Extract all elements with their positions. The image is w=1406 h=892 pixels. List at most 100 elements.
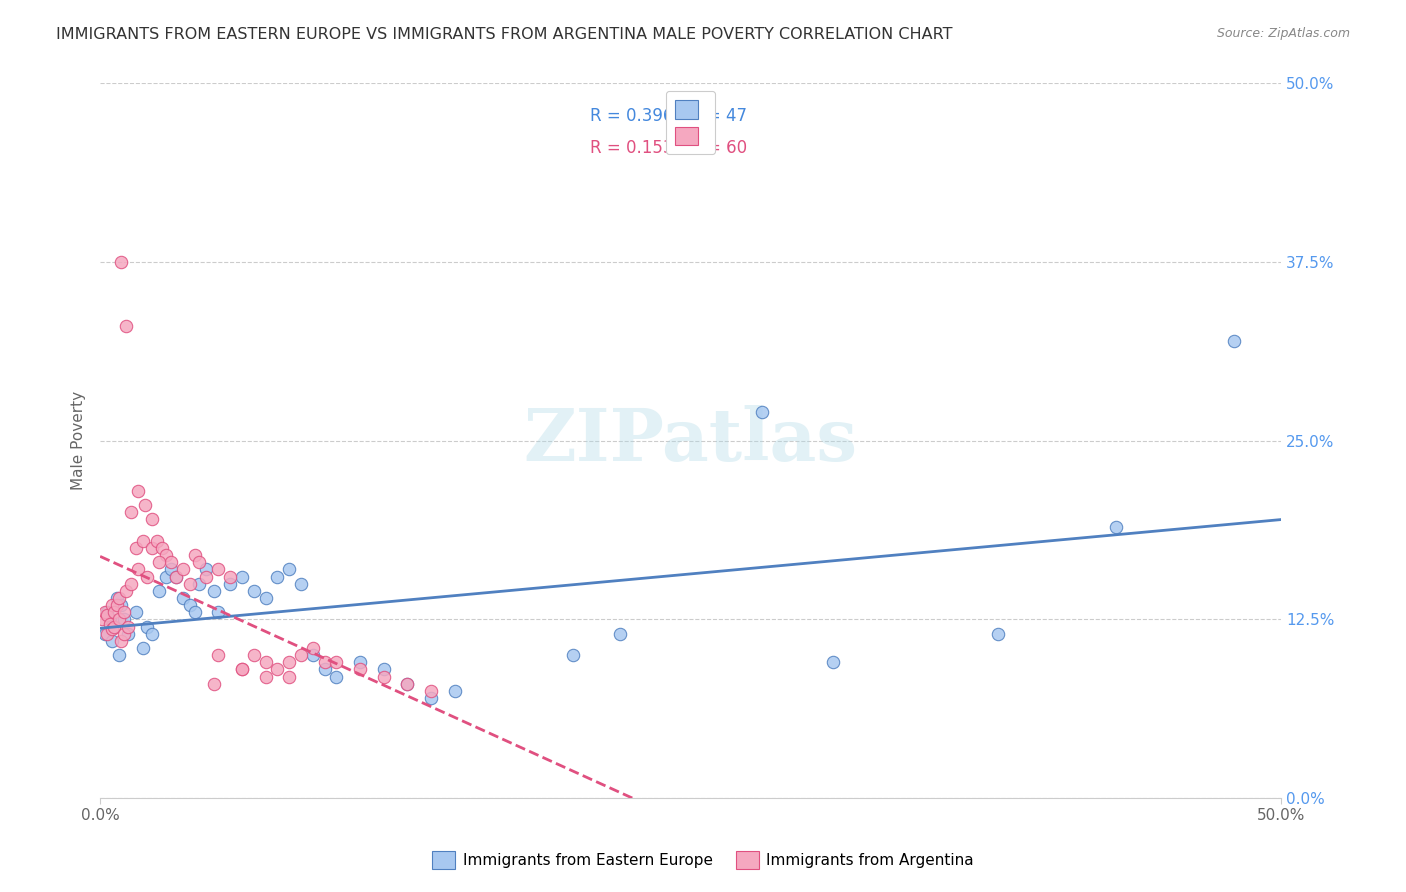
Point <box>131 533 153 548</box>
Point <box>349 662 371 676</box>
Text: IMMIGRANTS FROM EASTERN EUROPE VS IMMIGRANTS FROM ARGENTINA MALE POVERTY CORRELA: IMMIGRANTS FROM EASTERN EUROPE VS IMMIGR… <box>56 27 953 42</box>
Point <box>301 640 323 655</box>
Point <box>561 648 583 662</box>
Point <box>155 569 177 583</box>
Point <box>751 405 773 419</box>
Point <box>290 576 312 591</box>
Point <box>195 562 218 576</box>
Point <box>172 591 194 605</box>
Point <box>94 626 117 640</box>
Point <box>266 662 288 676</box>
Legend: Immigrants from Eastern Europe, Immigrants from Argentina: Immigrants from Eastern Europe, Immigran… <box>426 845 980 875</box>
Point <box>231 662 253 676</box>
Point <box>112 626 135 640</box>
Point <box>325 669 347 683</box>
Point <box>117 619 139 633</box>
Point <box>108 648 131 662</box>
Point <box>242 583 264 598</box>
Point <box>124 605 146 619</box>
Point <box>278 669 301 683</box>
Point <box>127 562 149 576</box>
Point <box>183 605 205 619</box>
Point <box>110 255 132 269</box>
Point <box>101 633 124 648</box>
Point <box>373 669 395 683</box>
Point <box>98 612 121 626</box>
Point <box>373 662 395 676</box>
Point <box>98 616 121 631</box>
Point <box>821 655 844 669</box>
Point <box>165 569 187 583</box>
Point <box>202 583 225 598</box>
Point <box>160 555 183 569</box>
Point <box>314 662 336 676</box>
Point <box>195 569 218 583</box>
Point <box>278 655 301 669</box>
Point <box>207 605 229 619</box>
Point <box>1223 334 1246 348</box>
Point <box>112 612 135 626</box>
Point <box>396 677 419 691</box>
Point <box>188 576 211 591</box>
Point <box>108 591 131 605</box>
Point <box>301 648 323 662</box>
Point <box>105 598 128 612</box>
Point <box>179 598 201 612</box>
Point <box>419 684 441 698</box>
Point <box>134 498 156 512</box>
Point <box>103 619 125 633</box>
Point <box>231 662 253 676</box>
Point <box>141 541 163 555</box>
Point <box>207 562 229 576</box>
Point <box>110 633 132 648</box>
Point <box>609 626 631 640</box>
Point <box>141 512 163 526</box>
Point <box>1105 519 1128 533</box>
Point <box>141 626 163 640</box>
Point <box>325 655 347 669</box>
Point <box>179 576 201 591</box>
Text: R = 0.153   N = 60: R = 0.153 N = 60 <box>591 139 748 157</box>
Point <box>115 319 138 334</box>
Point <box>150 541 173 555</box>
Point <box>136 619 159 633</box>
Point <box>131 640 153 655</box>
Point <box>266 569 288 583</box>
Text: Source: ZipAtlas.com: Source: ZipAtlas.com <box>1216 27 1350 40</box>
Point <box>219 576 242 591</box>
Point <box>314 655 336 669</box>
Point <box>91 612 114 626</box>
Point <box>207 648 229 662</box>
Text: R = 0.396   N = 47: R = 0.396 N = 47 <box>591 107 748 125</box>
Point <box>127 483 149 498</box>
Point <box>290 648 312 662</box>
Point <box>172 562 194 576</box>
Point <box>115 583 138 598</box>
Point <box>112 605 135 619</box>
Point <box>349 655 371 669</box>
Point <box>396 677 419 691</box>
Point <box>231 569 253 583</box>
Y-axis label: Male Poverty: Male Poverty <box>72 392 86 491</box>
Point <box>188 555 211 569</box>
Point <box>183 548 205 562</box>
Point <box>96 605 118 619</box>
Point <box>96 626 118 640</box>
Point <box>110 598 132 612</box>
Point <box>278 562 301 576</box>
Point <box>105 591 128 605</box>
Point <box>148 583 170 598</box>
Point <box>120 576 142 591</box>
Point <box>254 655 277 669</box>
Point <box>120 505 142 519</box>
Point <box>117 626 139 640</box>
Point <box>101 623 124 637</box>
Point <box>96 608 118 623</box>
Point <box>155 548 177 562</box>
Point <box>254 669 277 683</box>
Point <box>146 533 169 548</box>
Point <box>148 555 170 569</box>
Point <box>108 612 131 626</box>
Legend: , : , <box>666 91 716 154</box>
Point <box>202 677 225 691</box>
